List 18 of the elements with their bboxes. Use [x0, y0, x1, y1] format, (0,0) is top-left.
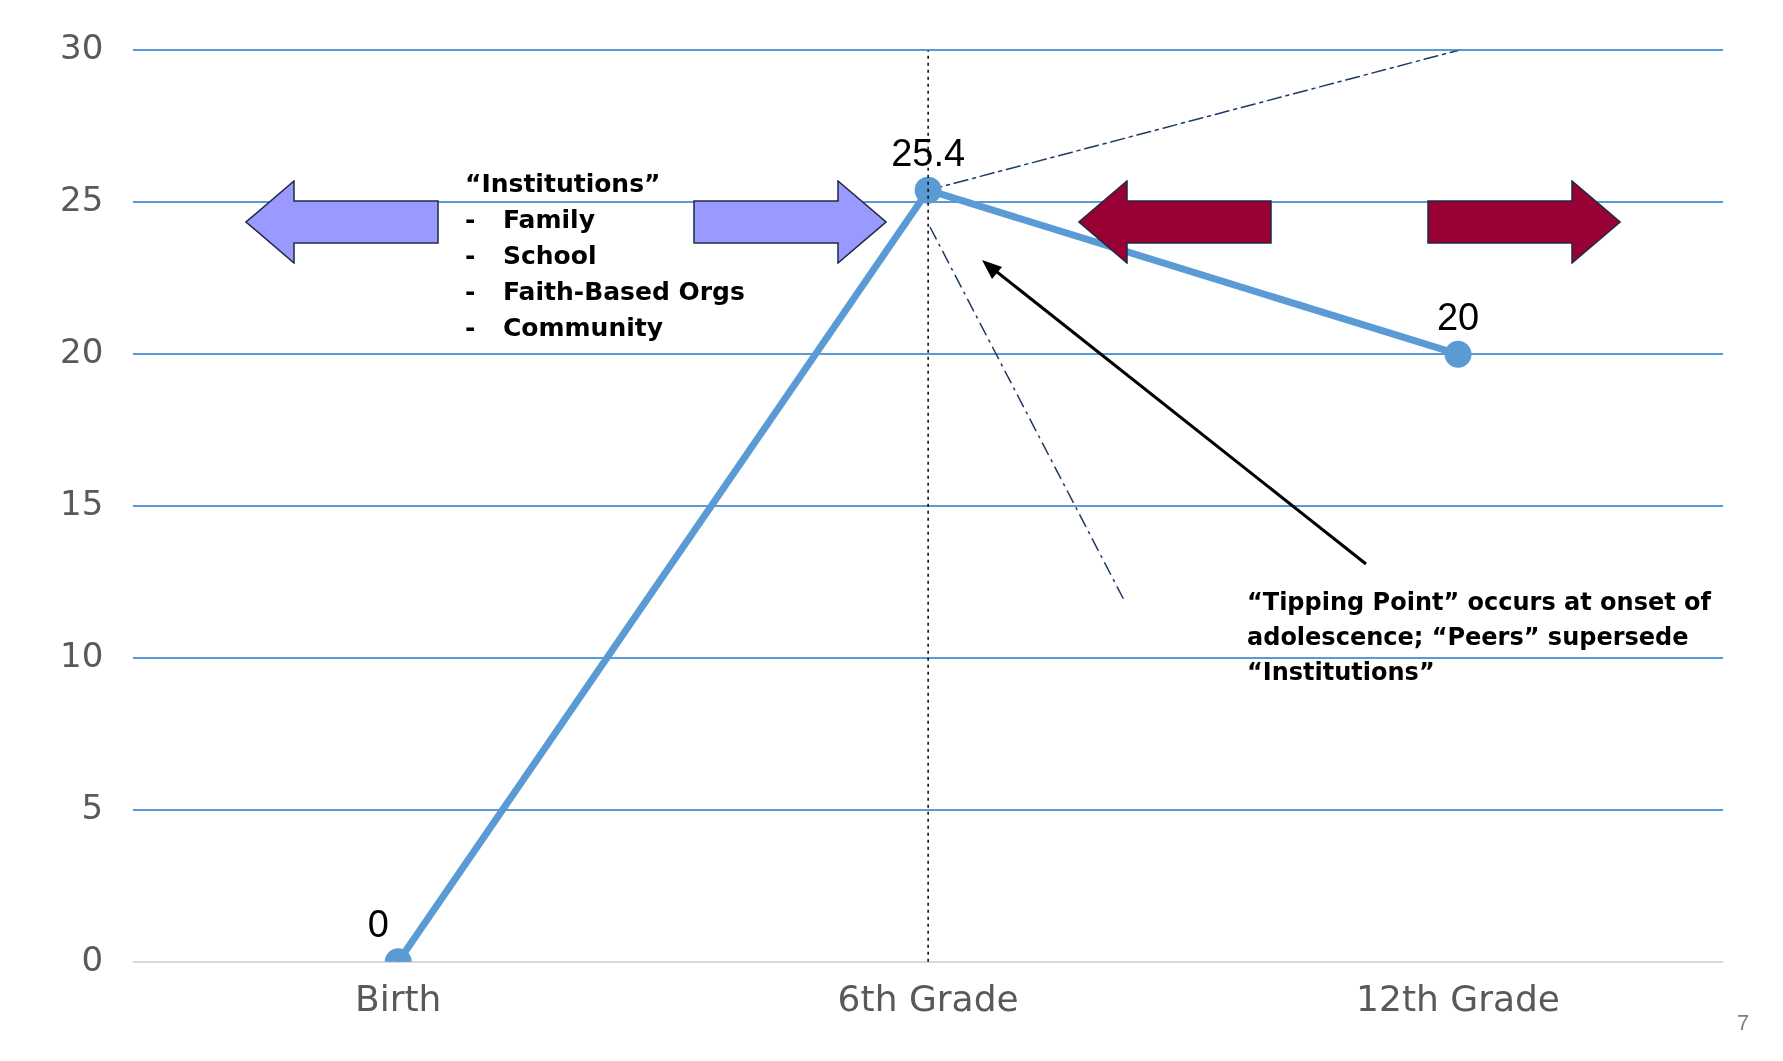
y-tick-label: 20	[60, 331, 104, 372]
text: “Institutions” - Family - School - Faith-Based Orgs - Community	[465, 169, 745, 342]
data-label: 20	[1436, 295, 1480, 338]
y-tick-label: 0	[81, 938, 104, 979]
y-tick-label: 30	[60, 27, 104, 68]
text: 7	[1737, 1010, 1750, 1035]
y-tick-label: 15	[60, 482, 104, 523]
y-tick-label: 25	[60, 179, 104, 220]
data-label: 0	[367, 903, 389, 946]
annotation: “Tipping Point” occurs at onset of adolescence; “Peers” supersede “Institutions”	[1247, 588, 1712, 686]
x-tick-label: Birth	[355, 977, 442, 1019]
x-tick-label: 6th Grade	[837, 977, 1019, 1019]
data-label: 25.4	[891, 131, 966, 174]
x-tick-label: 12th Grade	[1356, 977, 1561, 1019]
point	[914, 176, 942, 204]
y-tick-label: 5	[81, 786, 104, 827]
point	[1444, 340, 1472, 368]
y-tick-label: 10	[60, 634, 104, 675]
